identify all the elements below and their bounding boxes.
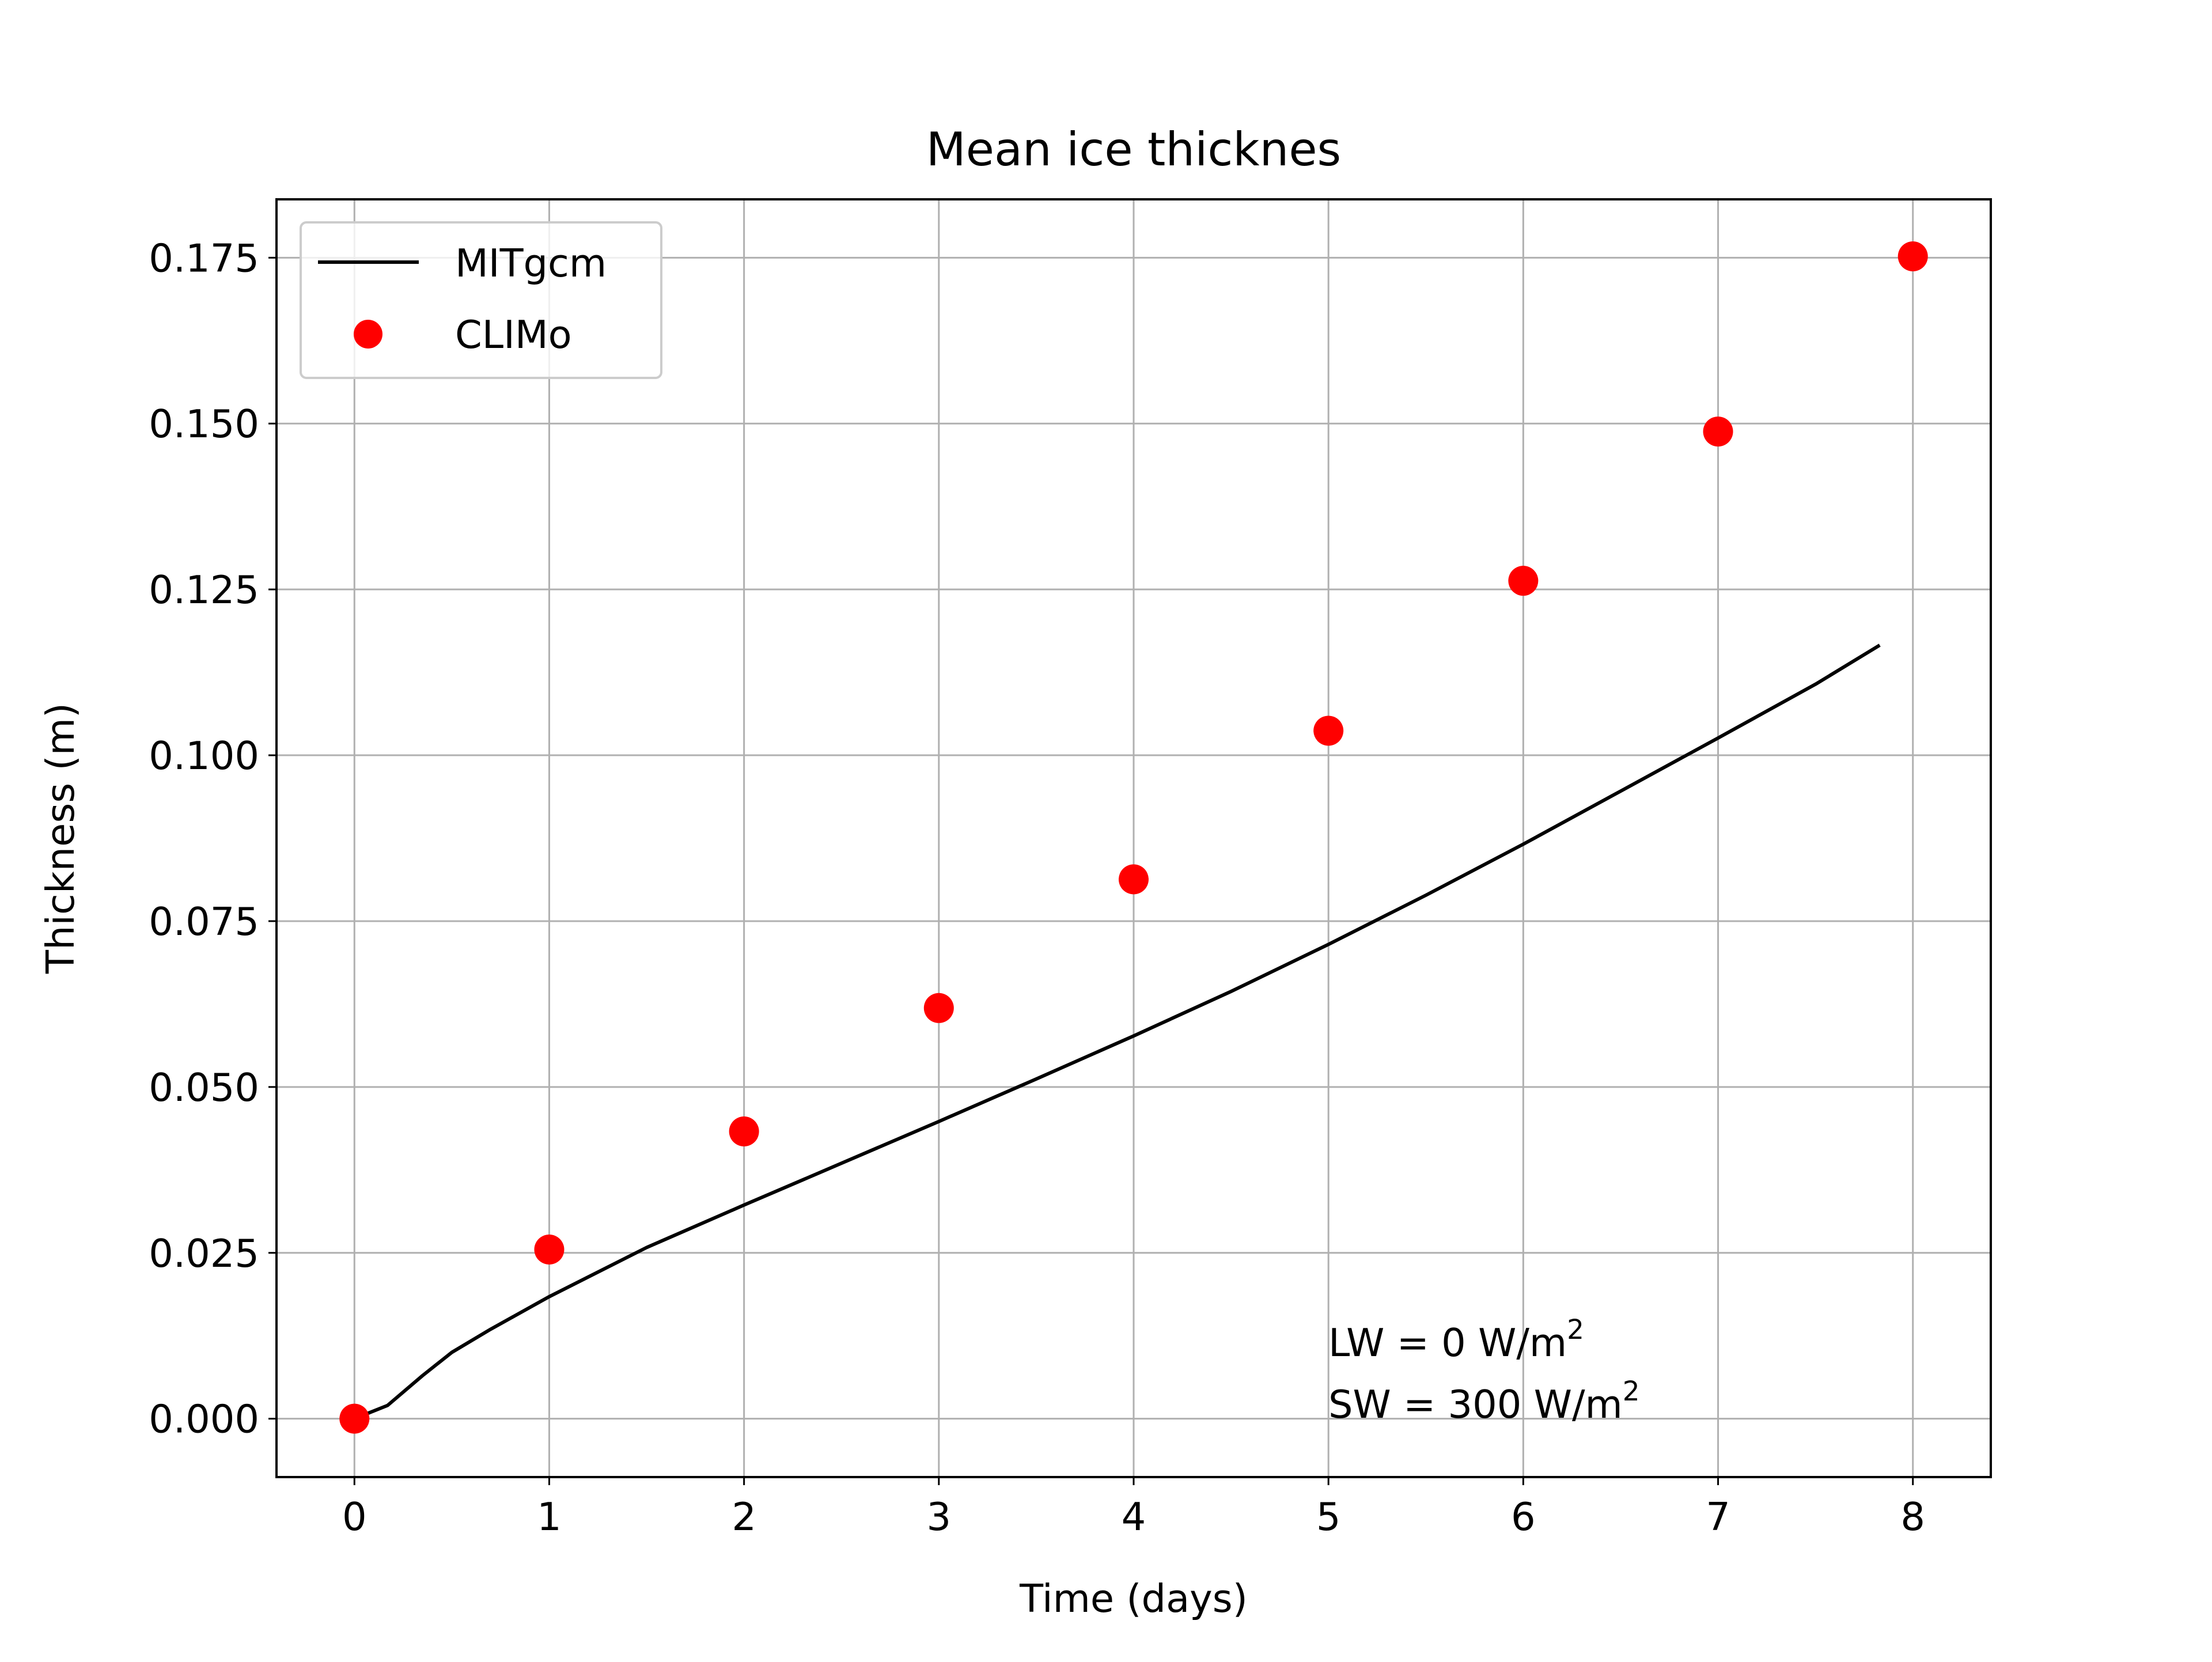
legend: MITgcm CLIMo — [300, 221, 662, 379]
y-tick-label: 0.175 — [149, 236, 259, 281]
x-tick-label: 6 — [1511, 1494, 1536, 1539]
climo-point — [729, 1116, 759, 1147]
x-tick-label: 0 — [342, 1494, 367, 1539]
legend-marker-swatch-climo — [354, 320, 382, 349]
annotation-lw-superscript: 2 — [1567, 1314, 1584, 1346]
y-ticks: 0.000 0.025 0.050 0.075 0.100 0.125 0.150 0.175 — [149, 236, 276, 1442]
climo-point — [534, 1234, 565, 1265]
x-tick-label: 5 — [1316, 1494, 1341, 1539]
climo-series — [339, 241, 1928, 1434]
annotation-sw: SW = 300 W/m2 — [1328, 1376, 1640, 1427]
x-tick-label: 1 — [537, 1494, 562, 1539]
x-tick-label: 4 — [1122, 1494, 1146, 1539]
y-tick-label: 0.150 — [149, 402, 259, 446]
grid — [276, 199, 1991, 1477]
annotation-sw-superscript: 2 — [1623, 1376, 1640, 1407]
legend-label-mitgcm: MITgcm — [455, 241, 607, 286]
climo-point — [1119, 864, 1149, 895]
annotation-lw-text: LW = 0 W/m — [1328, 1320, 1567, 1365]
y-tick-label: 0.000 — [149, 1397, 259, 1442]
climo-point — [923, 993, 954, 1023]
chart-title: Mean ice thicknes — [926, 123, 1341, 176]
climo-point — [1313, 715, 1344, 746]
mitgcm-line — [354, 643, 1881, 1421]
annotation-sw-text: SW = 300 W/m — [1328, 1382, 1623, 1427]
climo-point — [1508, 566, 1539, 596]
y-tick-label: 0.025 — [149, 1231, 259, 1276]
x-tick-label: 7 — [1706, 1494, 1730, 1539]
y-tick-label: 0.050 — [149, 1065, 259, 1110]
x-axis-label: Time (days) — [1019, 1576, 1248, 1621]
x-ticks: 0 1 2 3 4 5 6 7 8 — [342, 1477, 1925, 1539]
mitgcm-series — [354, 643, 1881, 1421]
climo-point — [339, 1403, 370, 1434]
y-tick-label: 0.125 — [149, 567, 259, 612]
x-tick-label: 8 — [1900, 1494, 1925, 1539]
y-tick-label: 0.075 — [149, 899, 259, 944]
annotation-lw: LW = 0 W/m2 — [1328, 1314, 1584, 1365]
climo-point — [1897, 241, 1928, 272]
x-tick-label: 2 — [732, 1494, 756, 1539]
climo-point — [1703, 417, 1733, 447]
y-axis-label: Thickness (m) — [38, 703, 83, 974]
legend-label-climo: CLIMo — [455, 312, 572, 357]
x-tick-label: 3 — [926, 1494, 951, 1539]
forcing-annotation: LW = 0 W/m2 SW = 300 W/m2 — [1328, 1314, 1640, 1427]
y-tick-label: 0.100 — [149, 733, 259, 778]
